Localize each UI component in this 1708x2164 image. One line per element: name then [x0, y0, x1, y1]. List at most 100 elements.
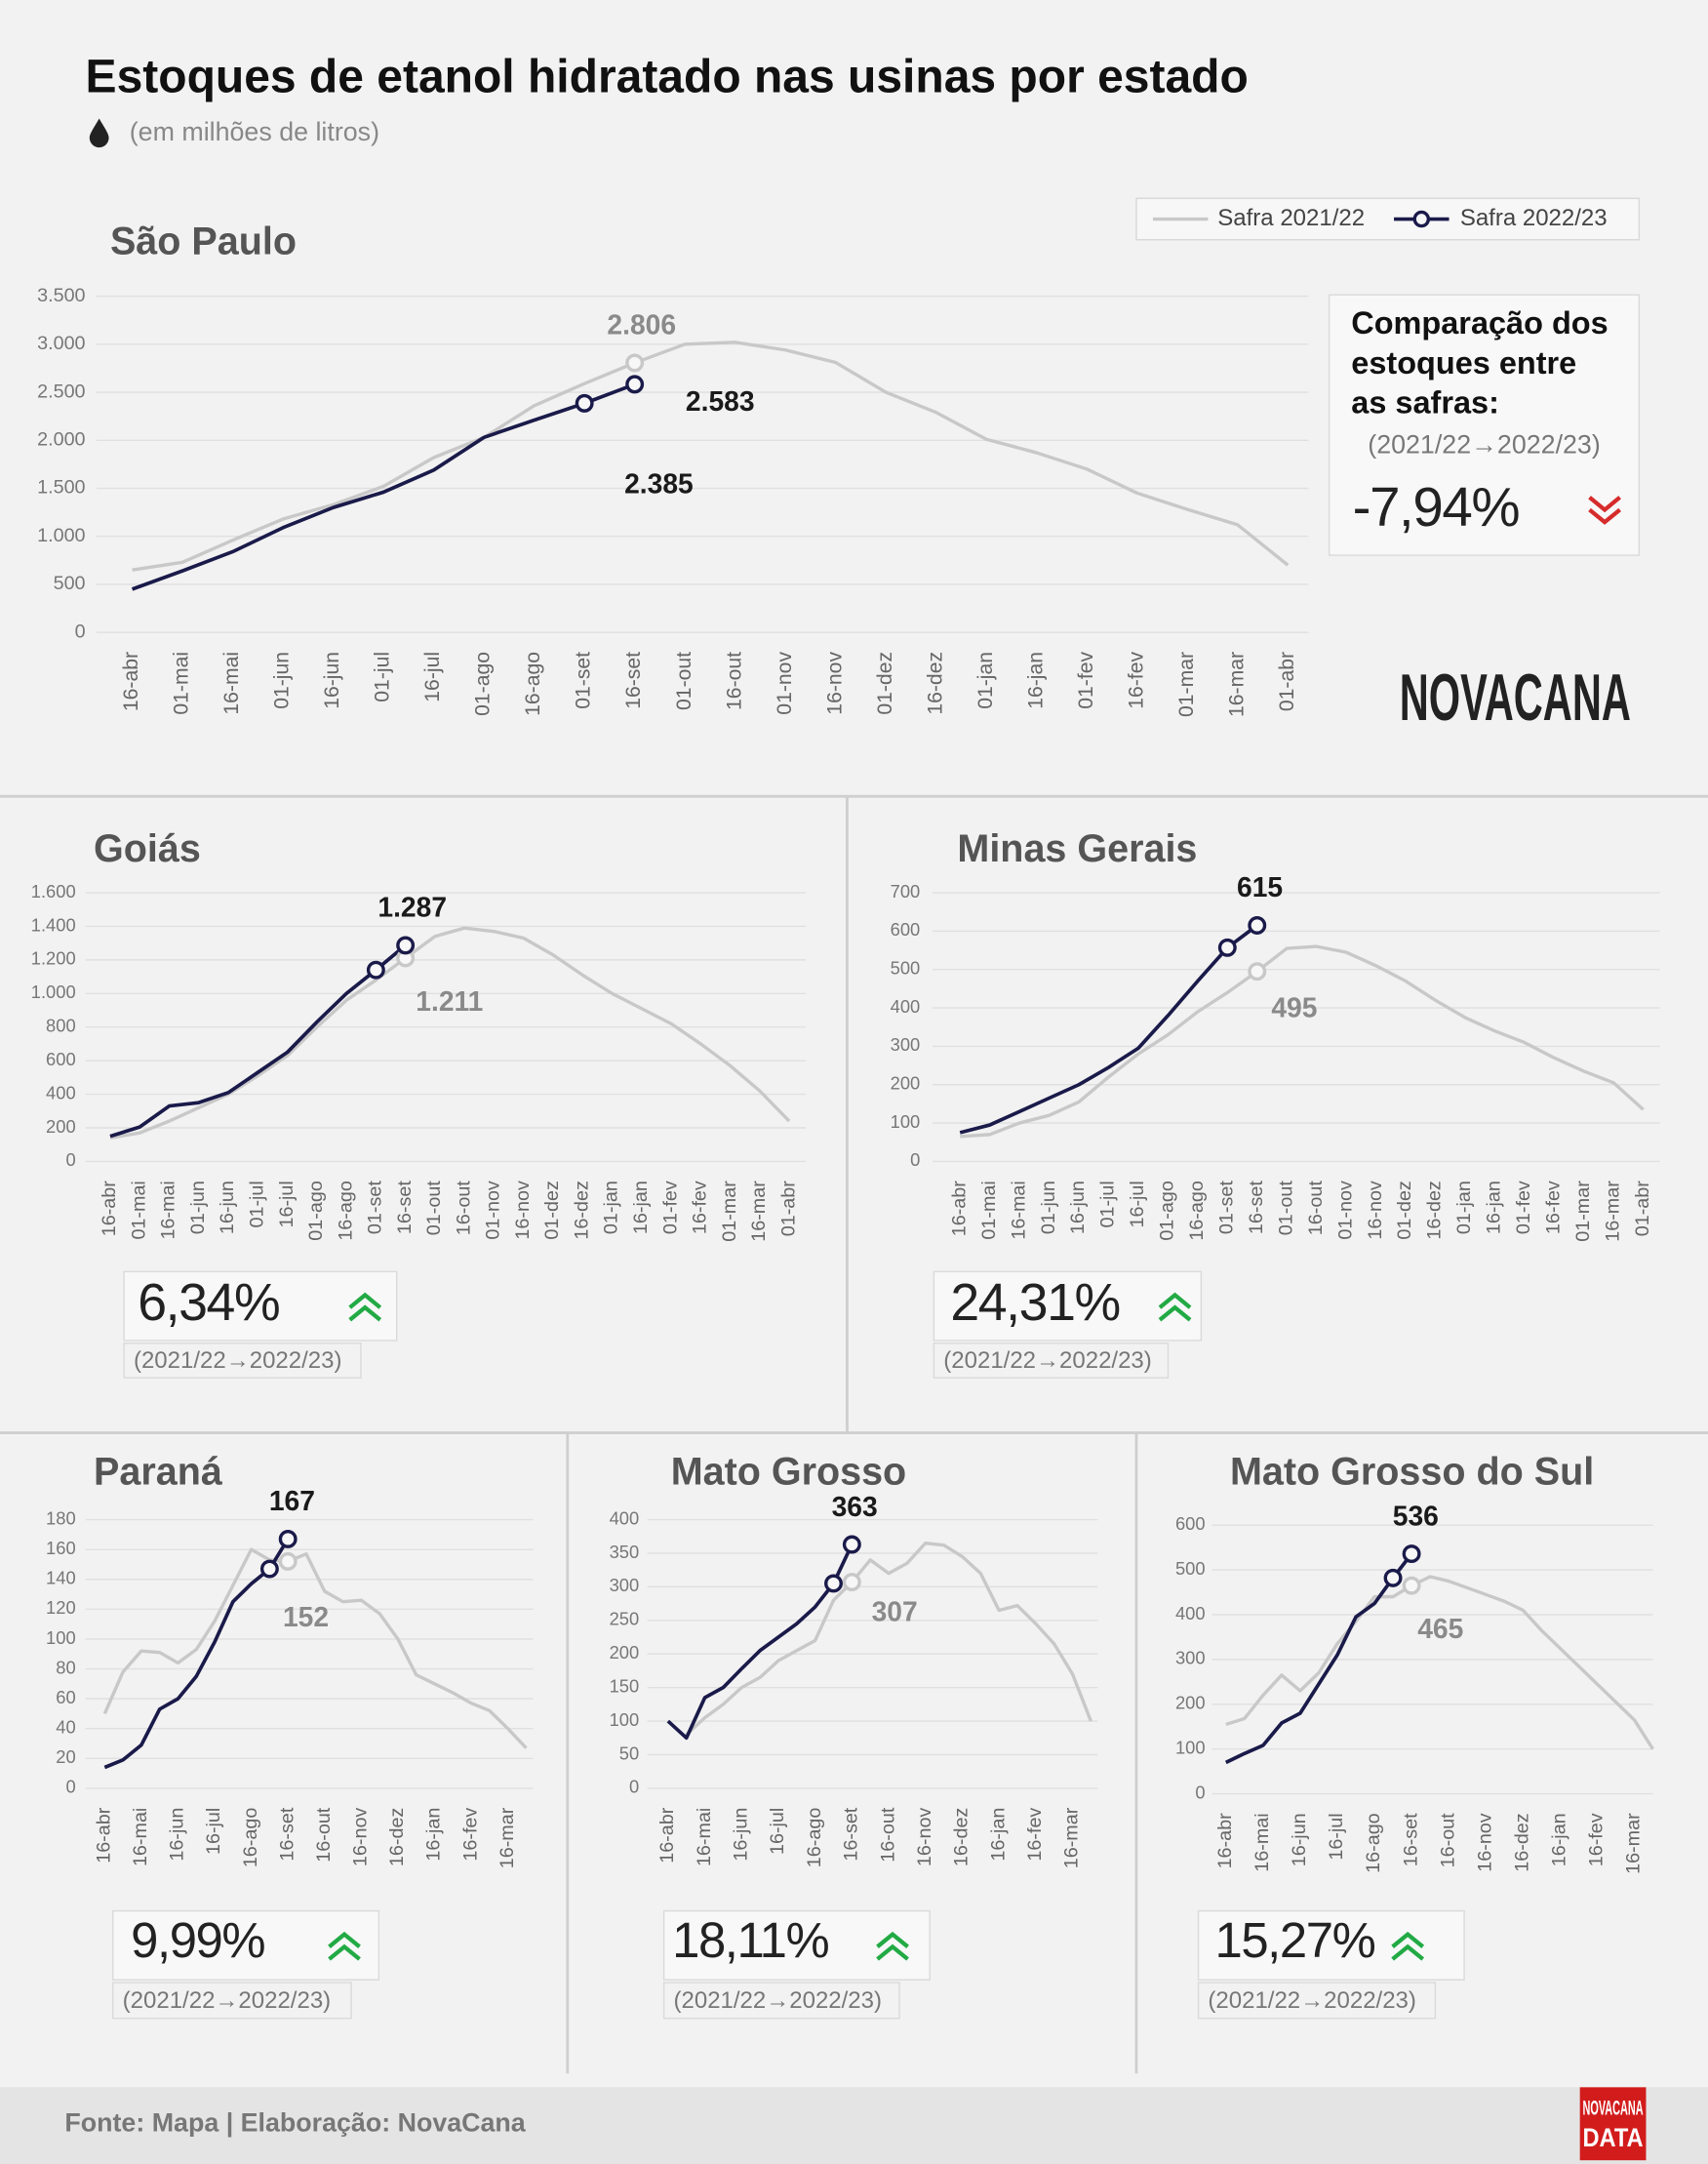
y-tick-label: 250 [610, 1609, 640, 1629]
x-tick-label: 01-mar [1572, 1181, 1594, 1242]
x-tick-label: 01-out [423, 1181, 445, 1236]
x-tick-label: 16-fev [459, 1808, 481, 1862]
x-tick-label: 01-abr [777, 1181, 799, 1237]
x-tick-label: 16-nov [350, 1808, 372, 1867]
y-tick-label: 1.200 [31, 948, 76, 969]
y-tick-label: 500 [1175, 1558, 1206, 1579]
y-tick-label: 3.000 [37, 333, 85, 354]
x-tick-label: 16-set [276, 1807, 298, 1861]
x-tick-label: 16-dez [386, 1808, 408, 1866]
data-label: 152 [283, 1601, 329, 1632]
data-label: 2.583 [686, 385, 755, 417]
comparison-value: 18,11% [672, 1912, 828, 1968]
comparison-box [662, 1909, 931, 1981]
x-tick-label: 16-fev [1024, 1808, 1046, 1862]
point-marker [842, 1535, 861, 1554]
x-tick-label: 16-nov [823, 652, 846, 715]
y-tick-label: 200 [610, 1642, 640, 1663]
x-tick-label: 16-nov [1365, 1181, 1386, 1240]
comparison-period: (2021/22→2022/23) [1208, 1987, 1416, 2014]
y-tick-label: 300 [891, 1034, 921, 1055]
footer-logo-box [1579, 2087, 1647, 2161]
y-tick-label: 100 [610, 1709, 640, 1730]
x-tick-label: 16-fev [690, 1181, 711, 1234]
x-tick-label: 16-ago [522, 652, 544, 716]
source: Fonte: Mapa | Elaboração: NovaCana [64, 2108, 526, 2138]
x-tick-label: 16-ago [1363, 1813, 1384, 1873]
x-tick-label: 16-fev [1586, 1813, 1608, 1866]
y-tick-label: 80 [56, 1657, 75, 1677]
x-tick-label: 16-abr [120, 652, 142, 711]
data-label: 1.211 [416, 985, 483, 1017]
x-tick-label: 16-set [841, 1807, 862, 1861]
point-marker [278, 1529, 298, 1548]
x-tick-label: 16-dez [571, 1181, 592, 1239]
y-tick-label: 400 [1175, 1603, 1206, 1623]
x-tick-label: 01-mai [171, 652, 193, 715]
x-tick-label: 16-jun [730, 1808, 751, 1862]
comparison-value: 6,34% [138, 1273, 279, 1332]
x-tick-label: 01-jun [271, 652, 294, 709]
y-tick-label: 300 [610, 1575, 640, 1595]
x-tick-label: 16-nov [512, 1181, 534, 1240]
y-tick-label: 1.000 [37, 525, 85, 546]
y-tick-label: 600 [1175, 1513, 1206, 1534]
point-marker [824, 1574, 843, 1593]
trend-chevron [1158, 1292, 1192, 1309]
x-tick-label: 16-abr [1214, 1813, 1236, 1869]
comparison-period: (2021/22→2022/23) [134, 1347, 342, 1374]
x-tick-label: 16-jul [276, 1181, 298, 1227]
series-line [666, 1543, 854, 1741]
chart-title: Paraná [94, 1450, 223, 1493]
x-tick-label: 16-mai [694, 1808, 715, 1866]
x-tick-label: 16-ago [804, 1808, 825, 1868]
series-line [685, 1541, 1092, 1737]
trend-chevron [348, 1304, 382, 1322]
data-label: 495 [1271, 992, 1317, 1023]
x-tick-label: 16-jul [421, 652, 444, 702]
x-tick-label: 01-set [1216, 1181, 1238, 1234]
x-tick-label: 01-mar [719, 1181, 740, 1242]
data-label: 167 [269, 1485, 315, 1516]
y-tick-label: 1.000 [31, 982, 76, 1002]
chart-title: Minas Gerais [957, 827, 1197, 870]
comparison-title: as safras: [1351, 385, 1499, 421]
x-tick-label: 01-jan [1453, 1181, 1475, 1234]
period-box [112, 1982, 352, 2020]
trend-chevron [1588, 507, 1621, 525]
x-tick-label: 01-abr [1276, 652, 1298, 711]
x-tick-label: 16-out [1437, 1813, 1458, 1868]
x-tick-label: 16-mai [130, 1808, 151, 1866]
x-tick-label: 16-out [723, 652, 745, 710]
y-tick-label: 300 [1175, 1648, 1206, 1668]
x-tick-label: 16-jul [1127, 1181, 1148, 1227]
data-label: 363 [832, 1491, 878, 1522]
x-tick-label: 16-ago [240, 1808, 261, 1868]
series-line [1225, 1575, 1654, 1750]
x-tick-label: 16-jan [987, 1808, 1009, 1862]
comparison-value: 24,31% [950, 1273, 1119, 1332]
y-tick-label: 600 [891, 919, 921, 940]
data-label: 615 [1237, 871, 1283, 902]
x-tick-label: 16-dez [1424, 1181, 1446, 1239]
y-tick-label: 200 [891, 1073, 921, 1094]
y-tick-label: 200 [46, 1116, 76, 1137]
y-tick-label: 160 [46, 1538, 76, 1558]
x-tick-label: 01-jan [974, 652, 997, 709]
x-tick-label: 01-mai [128, 1181, 149, 1239]
x-tick-label: 16-jan [630, 1181, 652, 1234]
y-tick-label: 50 [619, 1743, 639, 1763]
x-tick-label: 16-out [1305, 1181, 1327, 1236]
x-tick-label: 16-out [313, 1807, 335, 1863]
x-tick-label: 16-abr [94, 1807, 115, 1863]
comparison-box [112, 1909, 380, 1981]
trend-chevron [1391, 1944, 1425, 1961]
data-label: 2.385 [624, 468, 694, 500]
x-tick-label: 01-ago [305, 1181, 327, 1241]
x-tick-label: 16-set [622, 652, 645, 709]
trend-chevron [348, 1292, 382, 1309]
trend-chevron [328, 1944, 361, 1961]
x-tick-label: 16-jan [1549, 1813, 1570, 1866]
